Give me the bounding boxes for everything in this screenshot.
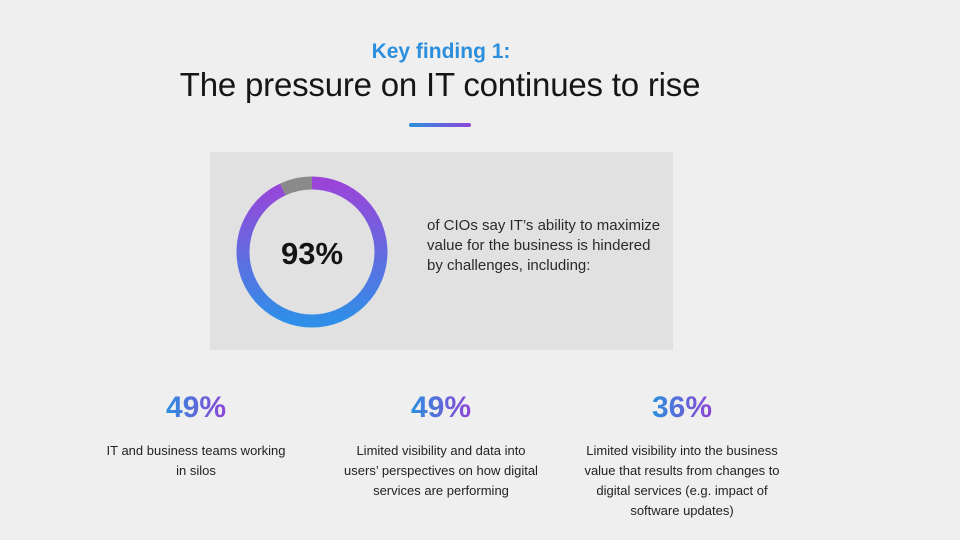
donut-description: of CIOs say IT’s ability to maximize val… [427, 217, 661, 274]
donut-chart: 93% [236, 176, 388, 328]
donut-center-label: 93% [281, 236, 343, 271]
stat-silos: 49% IT and business teams working in sil… [96, 390, 296, 481]
stat-description: IT and business teams working in silos [106, 443, 286, 478]
stat-value: 49% [165, 391, 227, 424]
stat-visibility-users: 49% Limited visibility and data into use… [341, 390, 541, 501]
key-finding-label: Key finding 1: [371, 40, 511, 63]
stat-value: 36% [651, 391, 713, 424]
stat-visibility-business: 36% Limited visibility into the business… [582, 390, 782, 521]
donut-panel: 93% of CIOs say IT’s ability to maximize… [210, 152, 673, 350]
stat-description: Limited visibility and data into users’ … [344, 443, 538, 498]
donut-value-arc [236, 176, 388, 328]
stat-description: Limited visibility into the business val… [584, 443, 780, 518]
stat-value: 49% [410, 391, 472, 424]
title-divider [409, 123, 471, 127]
page-title: The pressure on IT continues to rise [179, 66, 701, 103]
